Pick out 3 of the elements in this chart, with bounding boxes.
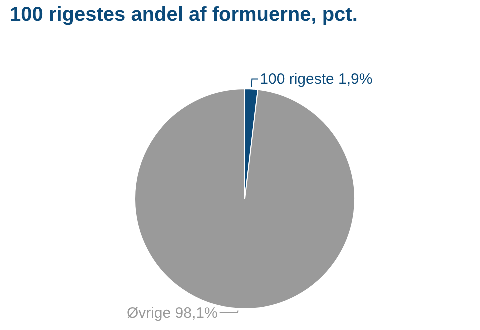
slice-label: Øvrige 98,1%	[126, 304, 218, 322]
slice-label: 100 rigeste 1,9%	[260, 71, 373, 88]
chart-title: 100 rigestes andel af formuerne, pct.	[10, 4, 358, 27]
